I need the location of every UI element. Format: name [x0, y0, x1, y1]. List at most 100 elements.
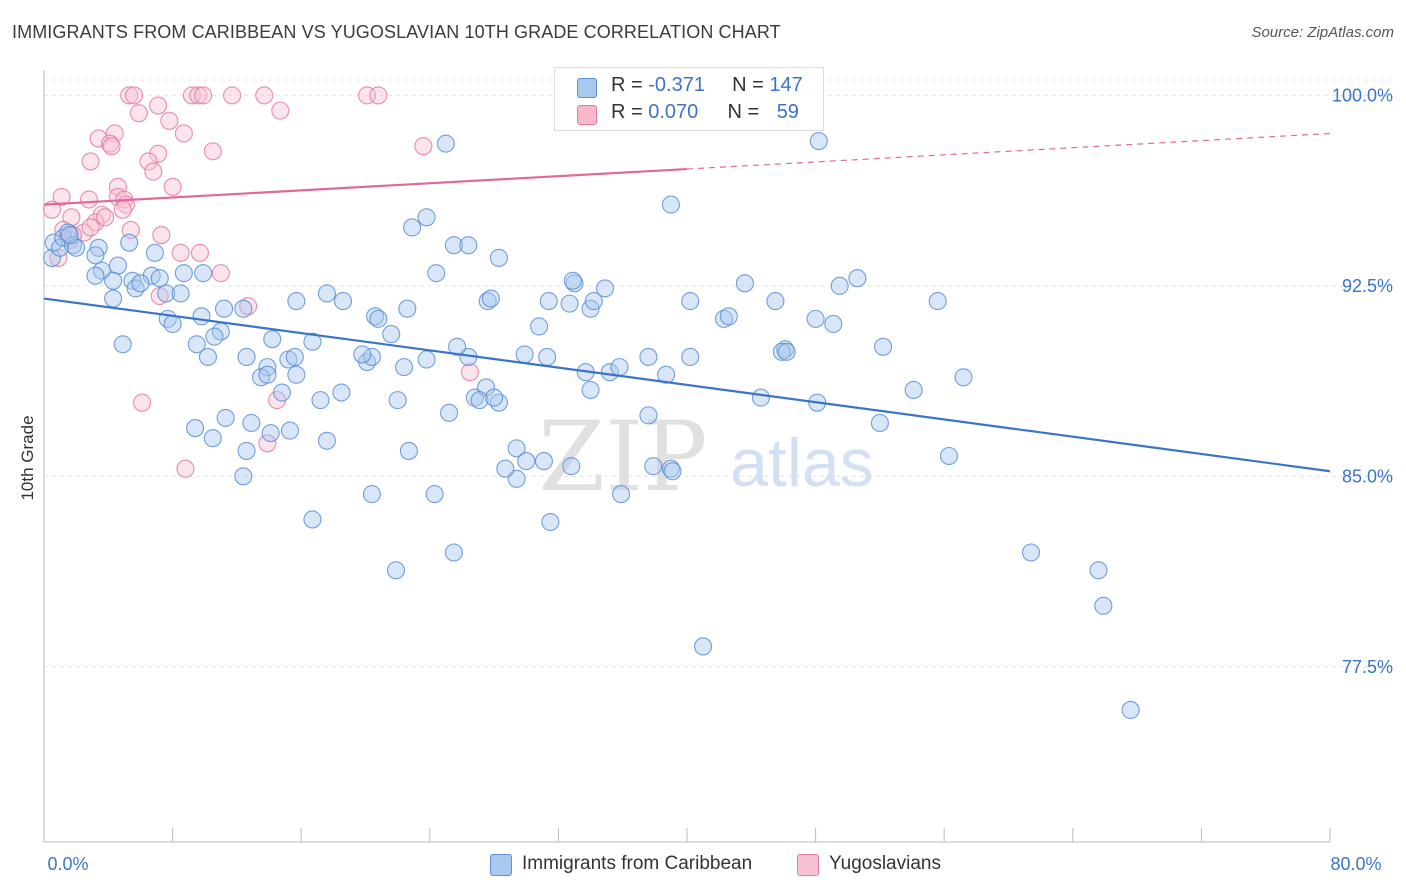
yugoslavians-trend-line	[43, 167, 688, 206]
caribbean-point	[1089, 561, 1108, 580]
legend-label-caribbean: Immigrants from Caribbean	[522, 853, 753, 874]
caribbean-point	[317, 284, 336, 303]
yugoslavians-point	[124, 86, 144, 105]
caribbean-point	[663, 462, 682, 481]
watermark: ZIP atlas	[538, 401, 873, 513]
caribbean-point	[489, 248, 508, 267]
caribbean-point	[425, 485, 444, 504]
caribbean-point	[657, 365, 676, 384]
legend-r-value: 0.070	[648, 101, 699, 123]
caribbean-point	[954, 368, 973, 387]
yugoslavians-point	[203, 142, 222, 161]
caribbean-point	[287, 292, 306, 311]
caribbean-point	[399, 441, 418, 460]
yugoslavians-point	[62, 208, 81, 227]
caribbean-point	[777, 342, 796, 361]
caribbean-point	[280, 421, 299, 440]
yugoslavians-point	[369, 86, 388, 105]
legend-swatch-caribbean	[490, 854, 512, 876]
caribbean-point	[317, 431, 336, 450]
caribbean-point	[507, 469, 526, 488]
watermark-atlas: atlas	[730, 425, 874, 501]
yugoslavians-point	[139, 152, 158, 171]
caribbean-point	[584, 292, 603, 311]
caribbean-point	[120, 233, 139, 252]
caribbean-point	[436, 134, 455, 153]
caribbean-point	[478, 292, 497, 311]
caribbean-point	[261, 424, 280, 443]
chart-title: IMMIGRANTS FROM CARIBBEAN VS YUGOSLAVIAN…	[12, 22, 781, 42]
caribbean-point	[612, 485, 631, 504]
caribbean-point	[303, 510, 322, 529]
legend-swatch-caribbean	[577, 78, 597, 98]
yugoslavians-point	[152, 226, 171, 245]
axes	[43, 70, 1331, 843]
caribbean-point	[263, 330, 282, 349]
legend-label-yugoslavians: Yugoslavians	[829, 853, 941, 874]
caribbean-point	[150, 269, 169, 288]
caribbean-point	[369, 309, 388, 328]
caribbean-point	[870, 413, 889, 433]
trend-lines	[43, 132, 1331, 473]
yugoslavians-point	[255, 86, 274, 105]
x-tick-label: 0.0%	[47, 854, 88, 874]
caribbean-point	[470, 391, 489, 410]
caribbean-point	[1094, 596, 1113, 615]
y-tick-label: 100.0%	[1332, 85, 1393, 105]
caribbean-point	[595, 279, 615, 298]
yugoslavians-point	[174, 124, 193, 143]
caribbean-point	[403, 218, 422, 237]
caribbean-point	[362, 485, 381, 504]
caribbean-point	[562, 457, 581, 476]
caribbean-point	[772, 342, 791, 361]
caribbean-point	[694, 637, 713, 656]
yugoslavians-point	[239, 297, 258, 316]
caribbean-point	[272, 383, 291, 402]
caribbean-point	[311, 391, 330, 410]
yugoslavians-point	[163, 177, 182, 196]
caribbean-point	[541, 512, 560, 532]
caribbean-point	[237, 347, 256, 367]
caribbean-point	[517, 452, 536, 471]
caribbean-point	[395, 358, 414, 377]
tick-labels: 100.0% 92.5% 85.0% 77.5% 0.0% 80.0%	[47, 85, 1393, 874]
caribbean-point	[515, 345, 534, 364]
yugoslavians-point	[133, 393, 152, 412]
yugoslavians-point	[176, 459, 195, 478]
yugoslavians-point	[79, 190, 99, 209]
caribbean-point	[904, 380, 923, 400]
caribbean-point	[806, 309, 825, 328]
yugoslavians-point	[223, 86, 242, 105]
caribbean-point	[353, 345, 372, 364]
caribbean-point	[719, 307, 738, 326]
caribbean-point	[563, 271, 582, 290]
caribbean-point	[417, 350, 436, 369]
caribbean-point	[874, 337, 893, 356]
caribbean-point	[824, 314, 843, 333]
caribbean-point	[1121, 700, 1140, 719]
caribbean-point	[104, 289, 123, 308]
caribbean-point	[86, 266, 105, 285]
yugoslavians-point	[149, 144, 168, 163]
caribbean-point	[234, 467, 253, 486]
y-tick-label: 85.0%	[1342, 466, 1393, 486]
caribbean-point	[192, 307, 211, 326]
caribbean-point	[131, 274, 150, 293]
caribbean-point	[145, 243, 164, 262]
caribbean-point	[444, 543, 463, 562]
caribbean-point	[417, 208, 436, 227]
caribbean-point	[163, 314, 182, 333]
caribbean-point	[203, 429, 222, 448]
caribbean-point	[194, 264, 213, 283]
caribbean-point	[939, 446, 959, 466]
yugoslavians-point	[92, 205, 111, 224]
caribbean-point	[530, 317, 549, 336]
caribbean-point	[459, 236, 478, 255]
caribbean-point	[661, 195, 680, 214]
caribbean-point	[485, 388, 504, 407]
caribbean-point	[63, 236, 82, 255]
legend-n-value: 59	[776, 101, 799, 123]
yugoslavians-point	[194, 86, 213, 105]
caribbean-point	[848, 269, 867, 288]
